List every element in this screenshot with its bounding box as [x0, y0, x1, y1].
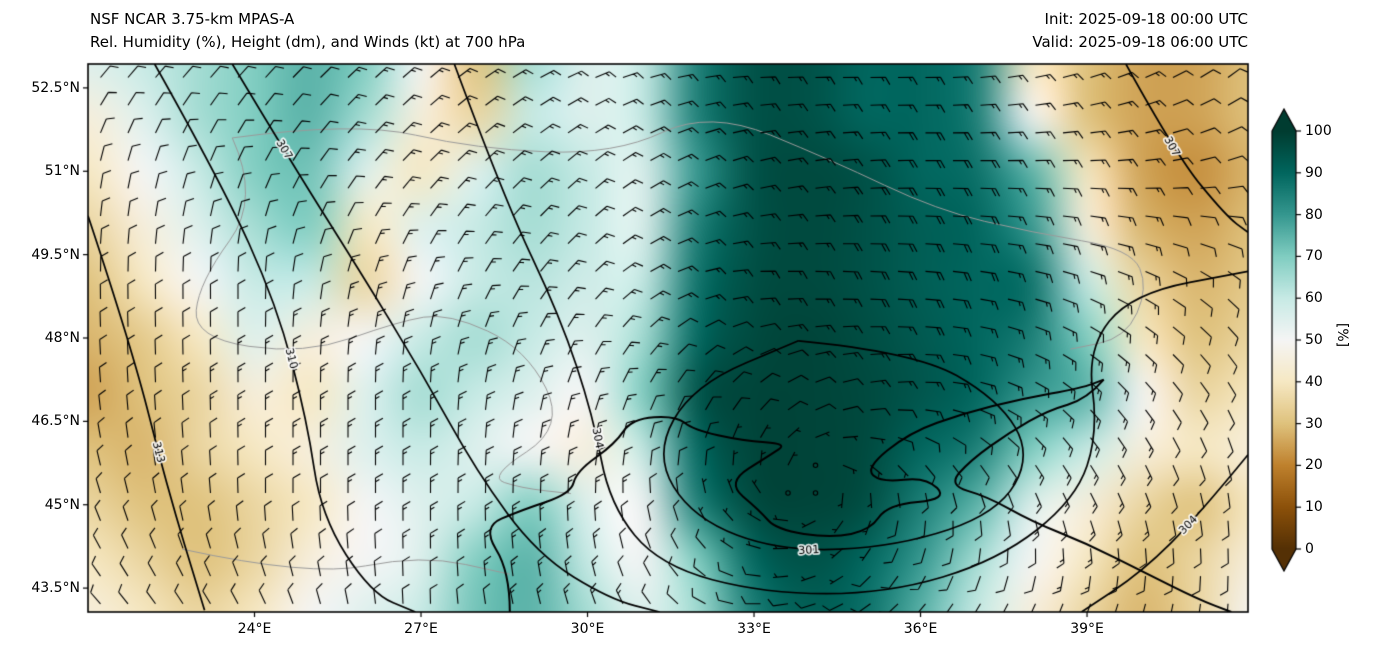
- init-time: Init: 2025-09-18 00:00 UTC: [1044, 10, 1248, 28]
- colorbar-tick-label: 50: [1305, 332, 1323, 348]
- colorbar-tick-label: 20: [1305, 457, 1323, 474]
- lat-tick-label: 46.5°N: [31, 413, 80, 430]
- colorbar-tick-label: 100: [1305, 123, 1332, 139]
- colorbar-tick-label: 0: [1305, 541, 1314, 557]
- colorbar-tick-label: 70: [1305, 248, 1323, 265]
- colorbar-tick-label: 60: [1305, 290, 1323, 307]
- colorbar-unit-label: [%]: [1334, 322, 1351, 348]
- valid-time: Valid: 2025-09-18 06:00 UTC: [1032, 33, 1248, 51]
- model-title: NSF NCAR 3.75-km MPAS-A: [90, 10, 295, 28]
- lat-tick-label: 49.5°N: [31, 246, 80, 263]
- lon-tick-label: 27°E: [404, 621, 438, 637]
- lon-tick-label: 33°E: [737, 621, 771, 637]
- time-block: Init: 2025-09-18 00:00 UTC Valid: 2025-0…: [948, 8, 1248, 54]
- colorbar-tick-label: 90: [1305, 164, 1323, 181]
- lon-tick-label: 30°E: [570, 621, 605, 637]
- lat-tick-label: 48°N: [44, 330, 80, 346]
- lon-tick-label: 24°E: [237, 621, 272, 637]
- colorbar-tick-label: 30: [1305, 415, 1323, 432]
- lon-tick-label: 36°E: [903, 621, 938, 637]
- colorbar-tick-label: 10: [1305, 499, 1323, 516]
- lat-tick-label: 51°N: [44, 163, 80, 180]
- title-block: NSF NCAR 3.75-km MPAS-A Rel. Humidity (%…: [90, 8, 525, 54]
- lon-tick-label: 39°E: [1070, 621, 1104, 637]
- colorbar-tick-label: 40: [1305, 373, 1323, 390]
- lat-tick-label: 52.5°N: [31, 79, 80, 96]
- lat-tick-label: 45°N: [44, 496, 80, 513]
- lat-tick-label: 43.5°N: [31, 580, 80, 597]
- colorbar-tick-label: 80: [1305, 206, 1323, 223]
- field-title: Rel. Humidity (%), Height (dm), and Wind…: [90, 33, 526, 51]
